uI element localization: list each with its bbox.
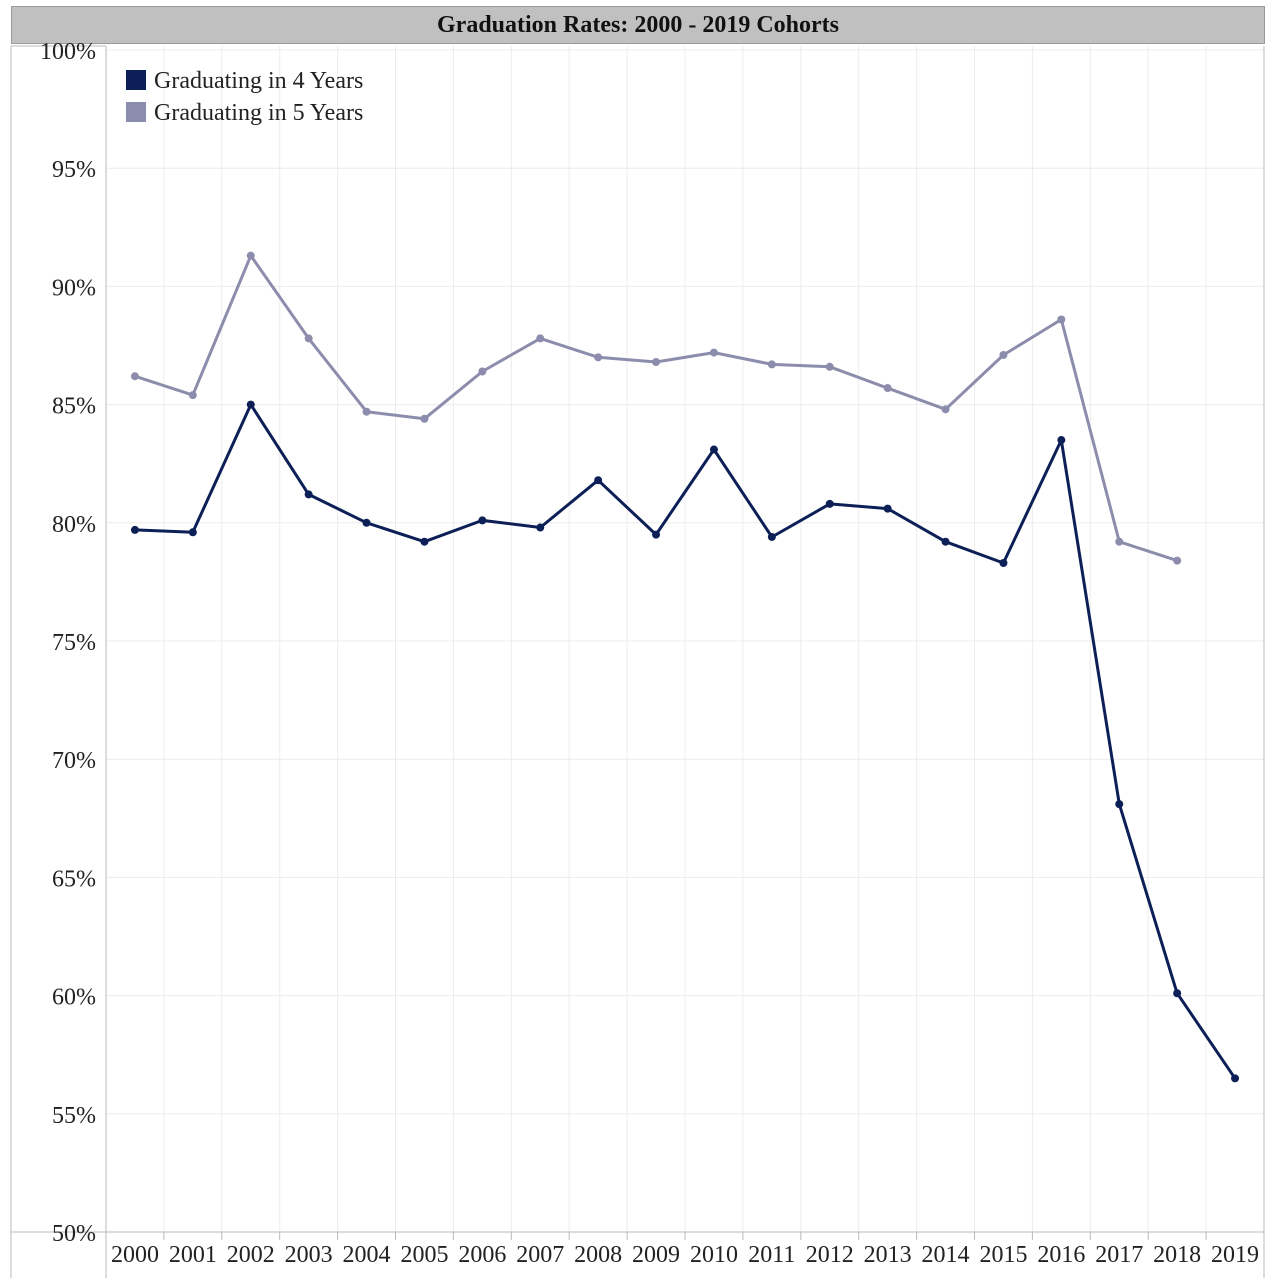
data-point: [130, 372, 139, 381]
chart-title: Graduation Rates: 2000 - 2019 Cohorts: [11, 6, 1265, 44]
data-point: [536, 523, 545, 532]
series-lines: [130, 251, 1240, 1083]
data-point: [1173, 556, 1182, 565]
y-tick-label: 60%: [52, 985, 96, 1011]
data-point: [536, 334, 545, 343]
data-point: [709, 348, 718, 357]
data-point: [188, 528, 197, 537]
x-tick-label: 2004: [343, 1242, 391, 1268]
data-point: [362, 518, 371, 527]
x-tick-label: 2001: [169, 1242, 217, 1268]
data-point: [883, 504, 892, 513]
x-tick-label: 2019: [1211, 1242, 1259, 1268]
legend-label: Graduating in 4 Years: [154, 68, 363, 94]
x-tick-label: 2003: [285, 1242, 333, 1268]
x-tick-label: 2013: [864, 1242, 912, 1268]
data-point: [594, 476, 603, 485]
y-tick-label: 50%: [52, 1221, 96, 1247]
y-tick-label: 55%: [52, 1103, 96, 1129]
data-point: [767, 360, 776, 369]
data-point: [767, 532, 776, 541]
legend-swatch: [126, 70, 146, 90]
data-point: [1173, 989, 1182, 998]
data-point: [304, 490, 313, 499]
data-point: [883, 384, 892, 393]
data-point: [594, 353, 603, 362]
data-point: [1115, 800, 1124, 809]
legend-swatch: [126, 102, 146, 122]
grid-lines: [106, 46, 1264, 1232]
data-point: [478, 367, 487, 376]
x-tick-label: 2009: [632, 1242, 680, 1268]
x-tick-label: 2008: [574, 1242, 622, 1268]
x-tick-label: 2014: [922, 1242, 970, 1268]
data-point: [941, 405, 950, 414]
y-axis-tick-labels: 50% 55% 60% 65% 70% 75% 80% 85% 90% 95% 100%: [40, 39, 96, 1247]
x-tick-label: 2016: [1037, 1242, 1085, 1268]
y-tick-label: 90%: [52, 275, 96, 301]
x-tick-label: 2006: [458, 1242, 506, 1268]
x-tick-label: 2002: [227, 1242, 275, 1268]
y-tick-label: 100%: [40, 39, 96, 65]
data-point: [420, 414, 429, 423]
data-point: [478, 516, 487, 525]
data-point: [246, 251, 255, 260]
y-tick-label: 85%: [52, 394, 96, 420]
x-tick-label: 2011: [748, 1242, 795, 1268]
x-tick-label: 2015: [979, 1242, 1027, 1268]
data-point: [130, 525, 139, 534]
data-point: [825, 362, 834, 371]
y-tick-label: 80%: [52, 512, 96, 538]
data-point: [420, 537, 429, 546]
data-point: [304, 334, 313, 343]
data-point: [362, 407, 371, 416]
x-tick-label: 2017: [1095, 1242, 1143, 1268]
legend-label: Graduating in 5 Years: [154, 100, 363, 126]
series-line: [134, 403, 1237, 1080]
data-point: [999, 558, 1008, 567]
x-tick-label: 2007: [516, 1242, 564, 1268]
data-point: [941, 537, 950, 546]
data-point: [1231, 1074, 1240, 1083]
series-line: [134, 254, 1178, 563]
data-point: [1115, 537, 1124, 546]
x-axis-tick-labels: 2000 2001 2002 2003 2004 2005 2006 2007 2008 2009…: [111, 1242, 1259, 1268]
data-point: [246, 400, 255, 409]
data-point: [1057, 315, 1066, 324]
x-tick-label: 2005: [400, 1242, 448, 1268]
y-tick-label: 75%: [52, 630, 96, 656]
x-tick-label: 2010: [690, 1242, 738, 1268]
axes: [10, 45, 1265, 1278]
data-point: [825, 499, 834, 508]
x-tick-label: 2012: [806, 1242, 854, 1268]
legend: Graduating in 4 Years Graduating in 5 Yea…: [126, 68, 363, 126]
data-point: [188, 391, 197, 400]
data-point: [652, 358, 661, 367]
data-point: [999, 350, 1008, 359]
x-tick-label: 2000: [111, 1242, 159, 1268]
data-point: [652, 530, 661, 539]
data-point: [1057, 436, 1066, 445]
y-tick-label: 95%: [52, 157, 96, 183]
y-tick-label: 65%: [52, 866, 96, 892]
data-point: [709, 445, 718, 454]
y-tick-label: 70%: [52, 748, 96, 774]
x-tick-label: 2018: [1153, 1242, 1201, 1268]
